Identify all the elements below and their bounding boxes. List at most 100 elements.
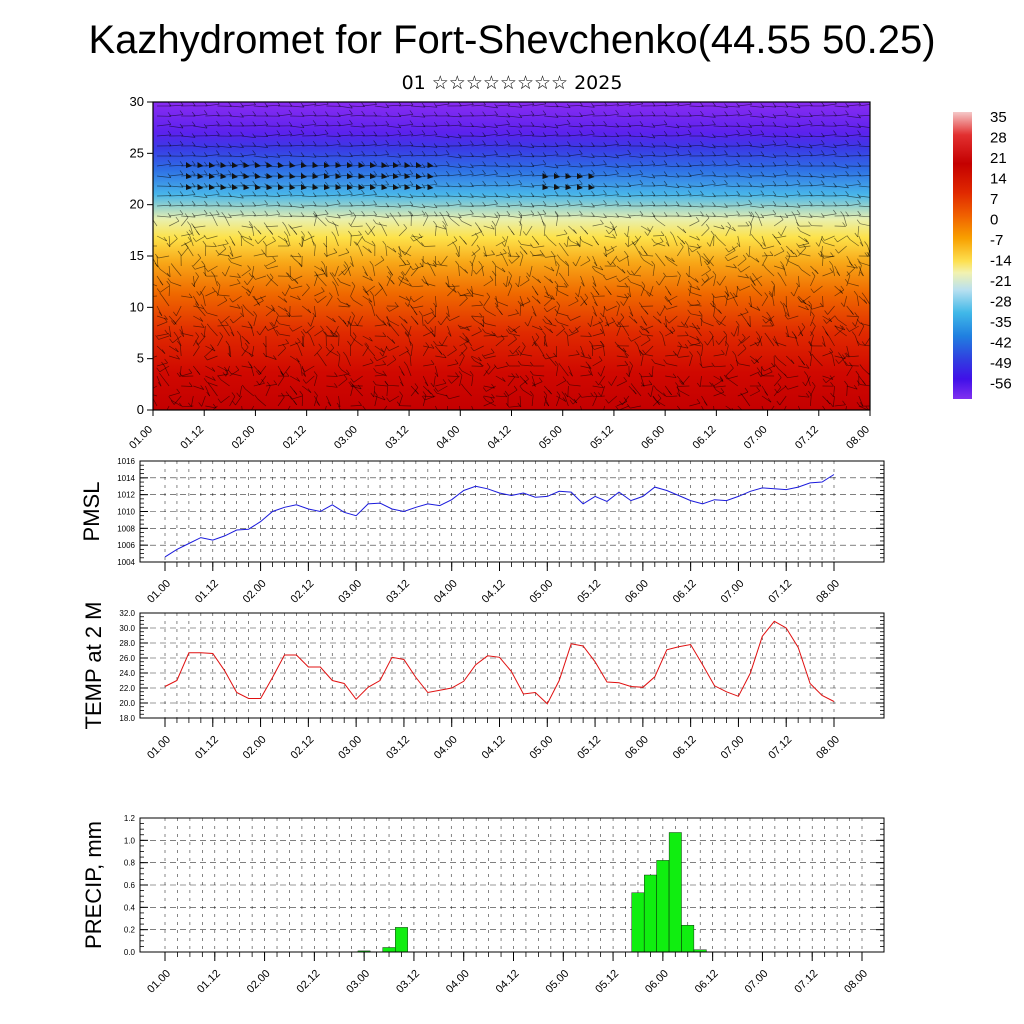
wind-barb-flag [591, 161, 595, 166]
wind-barb [800, 300, 811, 307]
wind-barb-flag [617, 321, 621, 326]
wind-barb [458, 264, 460, 277]
wind-barb [847, 355, 859, 358]
wind-barb-flag [195, 301, 199, 306]
wind-barb-flag [493, 364, 498, 369]
wind-barb-flag [524, 321, 529, 327]
wind-barb-flag [389, 212, 394, 218]
wind-barb-flag [573, 229, 577, 234]
wind-barb [580, 145, 595, 147]
wind-barb-flag [764, 391, 768, 396]
wind-barb [833, 385, 835, 397]
wind-barb [194, 265, 206, 270]
wind-barb-flag [228, 258, 232, 263]
wind-barb [556, 105, 571, 109]
wind-barb-flag [490, 224, 495, 230]
wind-barb-flag [704, 260, 708, 266]
wind-barb-flag [850, 310, 854, 315]
wind-barb [749, 255, 760, 263]
wind-barb [485, 323, 496, 327]
wind-barb-flag [882, 201, 885, 205]
x-tick-label: 02.00 [241, 578, 269, 606]
wind-barb [580, 355, 592, 359]
wind-barb-flag [599, 265, 604, 271]
wind-barb-flag [579, 162, 583, 168]
wind-barb [689, 402, 701, 407]
wind-barb-flag [479, 300, 483, 306]
wind-barb-flag [256, 380, 260, 386]
wind-barb-flag [263, 252, 268, 258]
wind-barb [797, 275, 800, 287]
strong-wind-flag [427, 184, 434, 190]
wind-barb-flag [709, 330, 713, 336]
wind-barb-flag [157, 381, 162, 387]
wind-barb [386, 125, 401, 129]
wind-barb [604, 173, 619, 177]
wind-barb [810, 315, 815, 327]
wind-barb [653, 235, 665, 237]
x-tick-label: 02.12 [289, 734, 317, 762]
wind-barb-flag [312, 131, 317, 136]
wind-barb [545, 355, 557, 360]
wind-barb-flag [735, 359, 740, 365]
wind-barb [218, 253, 230, 257]
wind-barb-flag [332, 221, 336, 226]
wind-barb [495, 214, 510, 217]
wind-barb-flag [675, 190, 680, 196]
wind-barb [362, 135, 377, 137]
wind-barb [156, 315, 168, 320]
wind-barb-flag [834, 325, 839, 330]
wind-barb-flag [856, 401, 861, 407]
wind-barb-flag [588, 332, 592, 337]
wind-barb-flag [373, 121, 377, 127]
wind-barb [737, 235, 741, 247]
wind-barb [822, 145, 837, 149]
wind-barb [156, 333, 168, 337]
wind-barb-flag [191, 190, 196, 195]
wind-barb-flag [423, 324, 428, 329]
strong-wind-flag [186, 173, 192, 179]
wind-barb-flag [579, 200, 583, 205]
wind-barb-flag [675, 211, 680, 217]
wind-barb [362, 335, 373, 342]
wind-barb-flag [651, 191, 656, 196]
wind-barb [172, 335, 182, 344]
wind-barb [229, 105, 244, 108]
strong-wind-flag [358, 173, 365, 179]
wind-barb-flag [244, 342, 249, 348]
wind-barb-flag [421, 242, 425, 247]
x-tick-label: 05.12 [575, 578, 603, 606]
wind-barb-flag [718, 309, 722, 314]
wind-barb [259, 325, 267, 336]
wind-barb-flag [173, 320, 177, 325]
wind-barb [604, 185, 619, 188]
wind-barb [507, 204, 522, 207]
wind-barb-flag [452, 241, 456, 247]
wind-barb [430, 266, 436, 277]
wind-barb [701, 115, 716, 118]
wind-barb [532, 125, 547, 128]
wind-barb [290, 205, 305, 209]
wind-barb-flag [346, 369, 350, 375]
wind-barb [653, 164, 668, 167]
wind-barb-flag [748, 211, 753, 216]
wind-barb-flag [538, 377, 543, 382]
wind-barb [774, 135, 789, 137]
wind-barb-flag [240, 152, 244, 158]
wind-barb-flag [663, 180, 668, 186]
wind-barb [713, 175, 728, 178]
wind-barb [683, 315, 690, 326]
wind-barb [495, 133, 510, 137]
wind-barb [580, 105, 595, 108]
wind-barb-flag [671, 326, 676, 332]
wind-barb-flag [355, 241, 359, 247]
wind-barb [677, 145, 692, 148]
wind-barb [455, 245, 460, 257]
wind-barb-flag [378, 221, 383, 227]
strong-wind-flag [255, 173, 261, 179]
wind-barb-flag [410, 236, 414, 242]
wind-barb [338, 305, 350, 308]
wind-barb [229, 275, 241, 278]
wind-barb-flag [573, 398, 578, 404]
wind-barb [570, 315, 581, 321]
